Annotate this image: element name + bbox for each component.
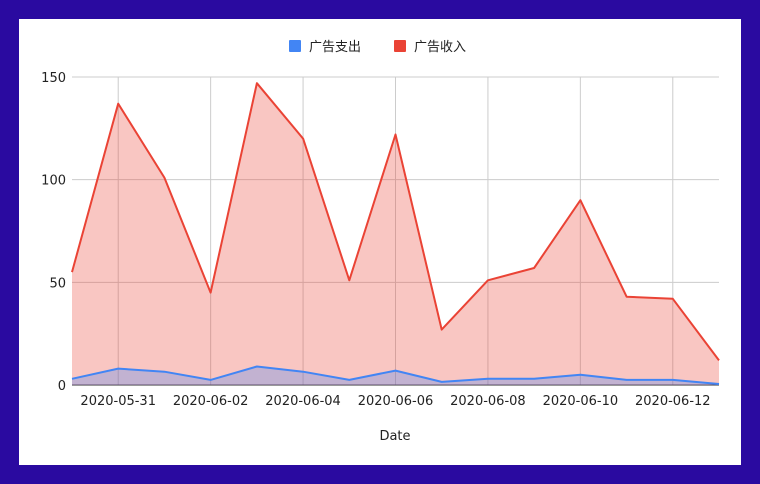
- y-axis-ticks: 0 50 100 150: [41, 71, 66, 394]
- x-tick-label: 2020-05-31: [80, 394, 156, 409]
- y-tick-label: 100: [41, 174, 66, 189]
- series-area: [72, 83, 719, 385]
- y-tick-label: 0: [58, 379, 66, 394]
- series-line: [71, 365, 720, 385]
- x-axis-title: Date: [379, 429, 410, 444]
- chart-card: 0 50 100 150 2020-05-31 2020-06-02 2020-06-04…: [19, 19, 741, 465]
- x-tick-label: 2020-06-04: [265, 394, 341, 409]
- series-lines: [71, 82, 720, 385]
- series-area: [72, 366, 719, 385]
- area-chart: 0 50 100 150 2020-05-31 2020-06-02 2020-06-04…: [41, 40, 720, 444]
- gridlines: [72, 76, 719, 386]
- legend-swatch: [394, 40, 406, 52]
- legend-label: 广告支出: [309, 40, 361, 55]
- x-axis-ticks: 2020-05-31 2020-06-02 2020-06-04 2020-06-06…: [80, 394, 710, 409]
- x-tick-label: 2020-06-12: [635, 394, 711, 409]
- x-tick-label: 2020-06-06: [358, 394, 434, 409]
- y-tick-label: 150: [41, 71, 66, 86]
- series-areas: [72, 83, 719, 385]
- y-tick-label: 50: [49, 276, 66, 291]
- legend-label: 广告收入: [414, 40, 466, 55]
- x-tick-label: 2020-06-02: [173, 394, 249, 409]
- legend-swatch: [289, 40, 301, 52]
- x-tick-label: 2020-06-08: [450, 394, 526, 409]
- legend: 广告支出 广告收入: [289, 40, 466, 55]
- x-tick-label: 2020-06-10: [543, 394, 619, 409]
